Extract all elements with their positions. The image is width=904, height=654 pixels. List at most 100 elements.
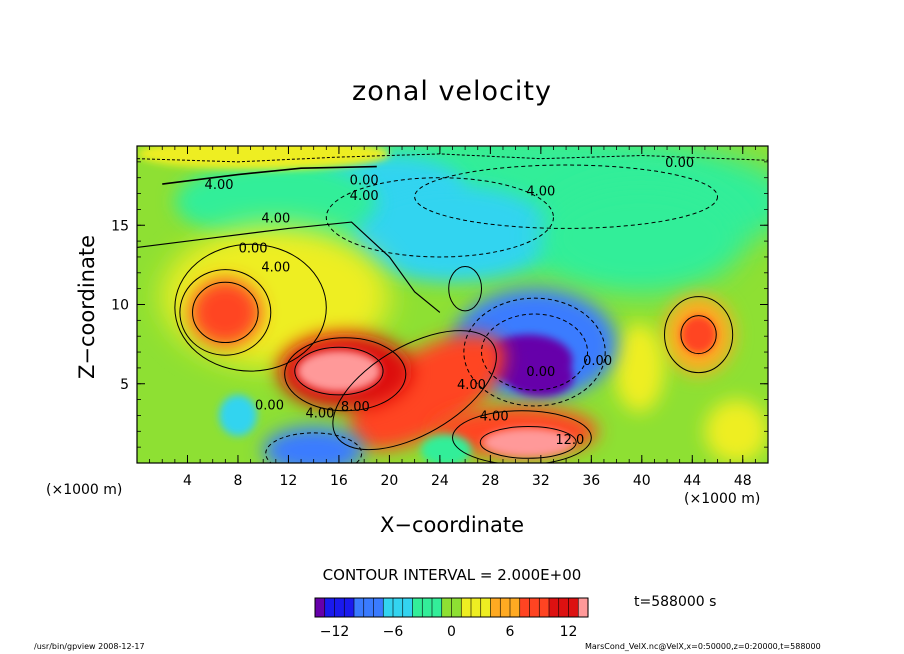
colorbar-tick-label: 12 — [560, 624, 578, 640]
x-tick-label: 28 — [481, 473, 499, 489]
colorbar-cell — [539, 598, 550, 617]
colorbar-cell — [344, 598, 355, 617]
colorbar-tick-label: −12 — [320, 624, 350, 640]
colorbar-cell — [441, 598, 453, 617]
x-tick-label: 12 — [280, 473, 298, 489]
contour-upper-2 — [414, 164, 719, 229]
field-east-surface — [704, 399, 768, 463]
x-tick-label: 16 — [330, 473, 348, 489]
contour-lines — [137, 153, 768, 463]
colorbar-cell — [558, 598, 570, 617]
contour-label: 4.00 — [350, 189, 379, 204]
field-westward-peak-2 — [508, 358, 574, 397]
colorbar-cell — [490, 598, 501, 617]
contour-label: 4.00 — [261, 260, 290, 275]
contour-label: 4.00 — [205, 178, 234, 193]
contour-label: 0.00 — [583, 354, 612, 369]
contour-eddy-east-2 — [664, 296, 734, 374]
y-tick-label: 15 — [111, 218, 129, 234]
colorbar-cell — [451, 598, 462, 617]
colorbar-cell — [432, 598, 443, 617]
field-top-strip — [137, 146, 390, 170]
colorbar-cell — [461, 598, 472, 617]
x-axis-label: X−coordinate — [380, 513, 524, 537]
x-tick-label: 20 — [380, 473, 398, 489]
field-eddy-east-core — [680, 315, 717, 354]
chart-title: zonal velocity — [352, 76, 552, 107]
colorbar-cell — [383, 598, 394, 617]
field-upper-mid — [351, 185, 554, 281]
colorbar-tick-label: 0 — [447, 624, 456, 640]
y-axis-label: Z−coordinate — [75, 235, 99, 379]
contour-westward-1 — [481, 313, 589, 391]
colorbar: −12 −6 0 6 12 — [314, 597, 589, 640]
colorbar-cell — [529, 598, 540, 617]
footer-program: /usr/bin/gpview 2008-12-17 — [34, 642, 145, 651]
contour-shear-line — [162, 165, 377, 185]
field-jet — [349, 333, 506, 451]
colorbar-cell — [324, 598, 336, 617]
colorbar-cell — [334, 598, 345, 617]
colorbar-cell — [315, 598, 326, 617]
contour-label: 0.00 — [255, 398, 284, 413]
colorbar-cell — [578, 598, 589, 617]
colorbar-cell — [519, 598, 531, 617]
contour-label: 0.00 — [239, 241, 268, 256]
colorbar-cell — [568, 598, 579, 617]
colorbar-cell — [373, 598, 384, 617]
colorbar-cell — [402, 598, 414, 617]
contour-eddy-east-1 — [680, 315, 717, 355]
field-jet-core — [297, 350, 381, 392]
colorbar-cell — [393, 598, 404, 617]
contour-label: 4.00 — [306, 406, 335, 421]
colorbar-cell — [480, 598, 492, 617]
contour-westward-2 — [463, 297, 606, 407]
field-surface-core — [482, 428, 574, 457]
contour-surface-1 — [479, 426, 577, 459]
x-tick-label: 48 — [734, 473, 752, 489]
contour-label: 0.00 — [350, 173, 379, 188]
field-eddy-west — [190, 279, 261, 346]
x-tick-label: 8 — [233, 473, 242, 489]
contour-labels: 4.00 0.004.004.000.004.004.000.004.00 8.00… — [205, 156, 695, 448]
y-axis: 5 10 15 — [111, 145, 768, 464]
footer-source: MarsCond_VelX.nc@VelX,x=0:50000,z=0:2000… — [585, 642, 821, 651]
colorbar-cell — [412, 598, 423, 617]
contour-surface-2 — [452, 410, 592, 463]
contour-label: 0.00 — [665, 156, 694, 171]
contour-surface-westward — [265, 432, 363, 463]
field-surface-westward-2 — [420, 434, 472, 463]
contour-label: 8.00 — [341, 400, 370, 415]
contour-small-eddy — [448, 265, 483, 312]
x-tick-label: 4 — [183, 473, 192, 489]
contour-label: 4.00 — [480, 409, 509, 424]
contour-upper-1 — [325, 177, 554, 258]
contour-label: 4.00 — [457, 378, 486, 393]
colorbar-cell — [354, 598, 365, 617]
y-axis-unit: (×1000 m) — [46, 482, 123, 498]
x-axis-unit: (×1000 m) — [684, 491, 761, 507]
x-axis: 4 8 12 16 20 24 28 32 36 40 44 48 — [136, 146, 769, 489]
x-tick-label: 36 — [582, 473, 600, 489]
colorbar-cell — [549, 598, 560, 617]
time-stamp: t=588000 s — [634, 594, 717, 610]
field-upper-west — [174, 161, 377, 242]
contour-label: 4.00 — [526, 184, 555, 199]
field-eddy-east-small — [614, 323, 665, 413]
contour-label: 4.00 — [261, 211, 290, 226]
contour-label: 12.0 — [555, 433, 584, 448]
x-tick-label: 32 — [532, 473, 550, 489]
field-small-westward — [219, 394, 257, 437]
contour-top-boundary — [137, 153, 768, 163]
contour-eddy-west-2 — [179, 269, 272, 356]
colorbar-cell — [422, 598, 433, 617]
colorbar-cell — [510, 598, 521, 617]
x-tick-label: 40 — [633, 473, 651, 489]
velocity-field — [137, 146, 768, 463]
colorbar-tick-label: −6 — [383, 624, 404, 640]
field-surface-westward — [263, 426, 365, 463]
contour-label: 0.00 — [526, 365, 555, 380]
colorbar-cell — [363, 598, 375, 617]
